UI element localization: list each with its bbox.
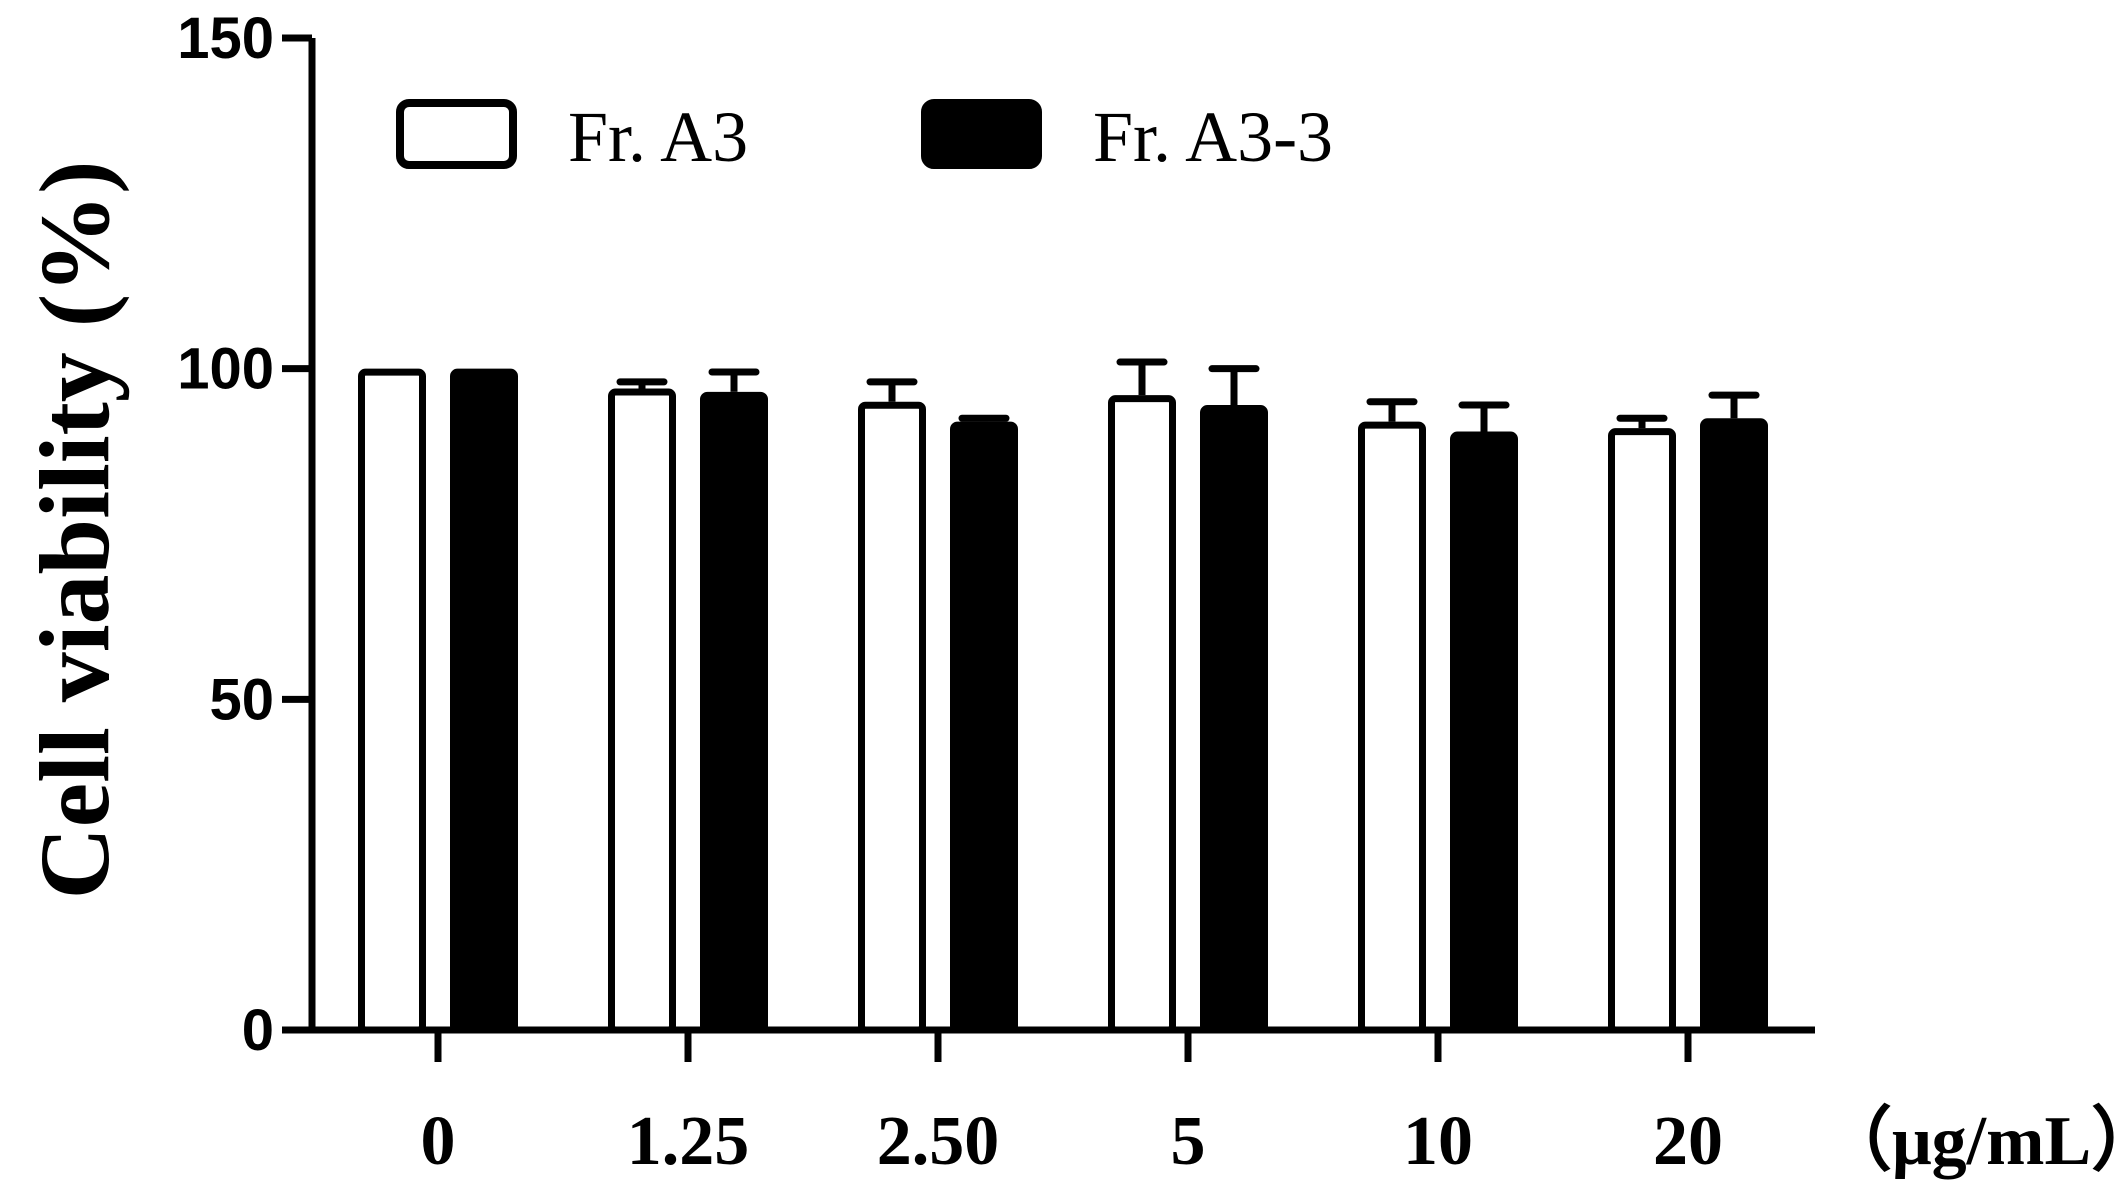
- bar-fr-a3-3: [450, 368, 518, 1034]
- y-tick-label: 50: [209, 667, 274, 732]
- bar-fr-a3: [608, 388, 676, 1034]
- x-tick-label: 10: [1403, 1103, 1473, 1180]
- bars: [358, 358, 1768, 1034]
- bar-fr-a3: [1108, 395, 1176, 1034]
- legend-swatch: [921, 99, 1042, 169]
- bar-fr-a3: [858, 401, 926, 1034]
- bar-fr-a3: [1358, 421, 1426, 1034]
- legend-label: Fr. A3-3: [1093, 97, 1333, 177]
- x-tick-label: 5: [1171, 1103, 1206, 1180]
- bar-fr-a3-3: [950, 421, 1018, 1034]
- bar-fr-a3: [1608, 428, 1676, 1034]
- x-tick-label: 0: [421, 1103, 456, 1180]
- y-tick-label: 100: [177, 337, 274, 402]
- x-tick-label: 1.25: [627, 1103, 750, 1180]
- legend-swatch: [396, 99, 517, 169]
- y-tick-label: 0: [242, 998, 274, 1063]
- bar-fr-a3-3: [1700, 418, 1768, 1034]
- y-tick-label: 150: [177, 6, 274, 71]
- legend-label: Fr. A3: [568, 97, 748, 177]
- y-axis-label: Cell viability (%): [19, 161, 130, 900]
- x-tick-label: 2.50: [877, 1103, 1000, 1180]
- x-axis-unit-label: （μg/mL）: [1822, 1102, 2122, 1180]
- bar-fr-a3-3: [700, 391, 768, 1034]
- bar-fr-a3-3: [1450, 431, 1518, 1034]
- legend: Fr. A3 Fr. A3-3: [396, 97, 1333, 177]
- bar-fr-a3: [358, 368, 426, 1034]
- bar-fr-a3-3: [1200, 405, 1268, 1034]
- axes: 0 50 100 150 0 1.25 2.50 5 10 20: [177, 6, 1815, 1180]
- x-tick-label: 20: [1653, 1103, 1723, 1180]
